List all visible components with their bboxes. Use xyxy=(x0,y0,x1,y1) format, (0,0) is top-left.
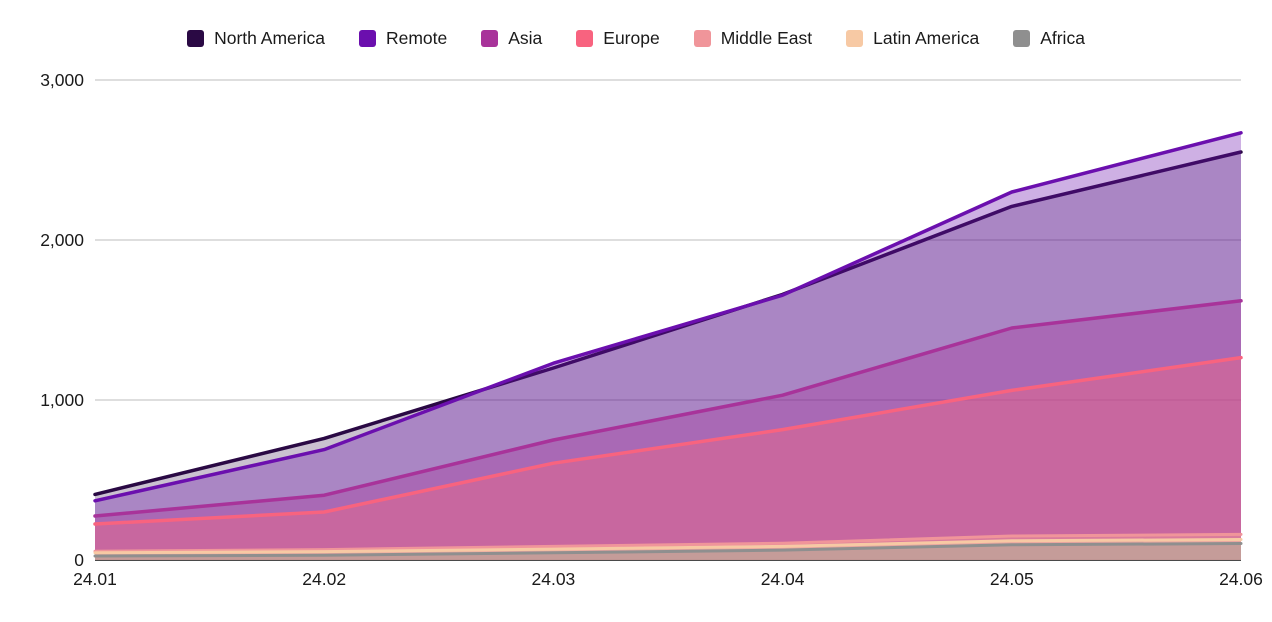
line-middle-east xyxy=(93,532,1243,553)
legend-item-remote[interactable]: Remote xyxy=(358,28,448,49)
x-tick-label: 24.06 xyxy=(1219,569,1263,589)
y-tick-label: 2,000 xyxy=(40,230,84,250)
chart-legend: North America Remote Asia Europe Middle East… xyxy=(0,28,1272,49)
legend-swatch-icon xyxy=(576,30,594,47)
legend-swatch-icon xyxy=(1013,30,1031,47)
area-north-america xyxy=(95,152,1241,560)
area-asia xyxy=(95,300,1241,560)
legend-label: Latin America xyxy=(873,28,980,48)
legend-swatch-icon xyxy=(693,30,711,47)
legend-item-middle-east[interactable]: Middle East xyxy=(693,28,813,49)
line-north-america xyxy=(93,150,1243,497)
legend-label: North America xyxy=(214,28,325,48)
legend-item-europe[interactable]: Europe xyxy=(576,28,660,49)
y-tick-label: 0 xyxy=(74,550,84,570)
x-tick-label: 24.03 xyxy=(532,569,576,589)
area-remote xyxy=(95,132,1241,561)
legend-swatch-icon xyxy=(846,30,864,47)
x-tick-label: 24.05 xyxy=(990,569,1034,589)
legend-label: Africa xyxy=(1040,28,1085,48)
line-remote xyxy=(93,131,1243,503)
legend-label: Middle East xyxy=(720,28,813,48)
line-latin-america xyxy=(93,538,1243,555)
legend-item-asia[interactable]: Asia xyxy=(481,28,542,49)
legend-item-north-america[interactable]: North America xyxy=(187,28,325,49)
line-africa xyxy=(93,542,1243,558)
x-tick-label: 24.01 xyxy=(73,569,117,589)
legend-item-africa[interactable]: Africa xyxy=(1013,28,1085,49)
area-europe xyxy=(95,357,1241,560)
legend-label: Asia xyxy=(508,28,543,48)
y-tick-label: 3,000 xyxy=(40,70,84,90)
line-europe xyxy=(93,355,1243,526)
legend-label: Remote xyxy=(385,28,448,48)
legend-swatch-icon xyxy=(481,30,499,47)
x-tick-label: 24.02 xyxy=(302,569,346,589)
y-tick-label: 1,000 xyxy=(40,390,84,410)
x-tick-label: 24.04 xyxy=(761,569,805,589)
legend-item-latin-america[interactable]: Latin America xyxy=(846,28,979,49)
legend-swatch-icon xyxy=(358,30,376,47)
legend-swatch-icon xyxy=(187,30,205,47)
legend-label: Europe xyxy=(603,28,660,48)
line-asia xyxy=(93,299,1243,518)
